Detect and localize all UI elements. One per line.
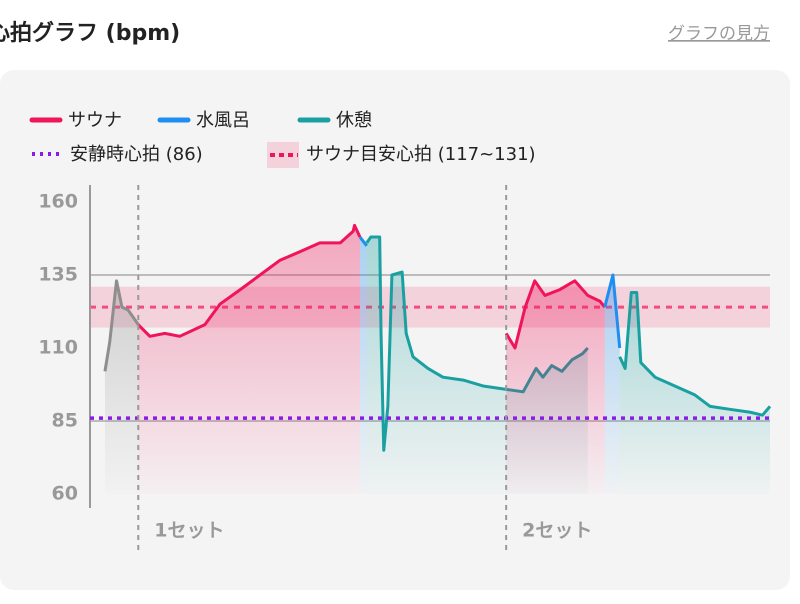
y-tick-label: 60 <box>52 483 78 505</box>
legend-label: 水風呂 <box>196 110 250 131</box>
y-tick-label: 85 <box>52 410 78 432</box>
series-line <box>504 279 606 350</box>
series-area <box>104 280 139 494</box>
series-line <box>618 291 772 417</box>
series-area <box>359 237 367 495</box>
series-area <box>604 275 620 494</box>
help-link[interactable]: グラフの見方 <box>668 24 770 44</box>
series-line <box>103 279 140 372</box>
y-tick-label: 160 <box>38 191 78 213</box>
legend-label: サウナ目安心拍 (117~131) <box>306 144 536 165</box>
legend-label: 休憩 <box>336 110 372 131</box>
series-line <box>137 223 362 338</box>
series-area <box>619 292 770 494</box>
page-title: 心拍グラフ (bpm) <box>0 20 180 46</box>
set-label: 2セット <box>522 520 592 542</box>
series-area <box>506 280 605 494</box>
legend-label: 安静時心拍 (86) <box>70 144 203 165</box>
set-label: 1セット <box>154 520 224 542</box>
legend-label: サウナ <box>68 110 122 131</box>
series-line <box>603 273 622 349</box>
series-area <box>138 225 360 495</box>
y-tick-label: 110 <box>38 337 78 359</box>
series-line <box>358 236 368 247</box>
y-tick-label: 135 <box>38 264 78 286</box>
